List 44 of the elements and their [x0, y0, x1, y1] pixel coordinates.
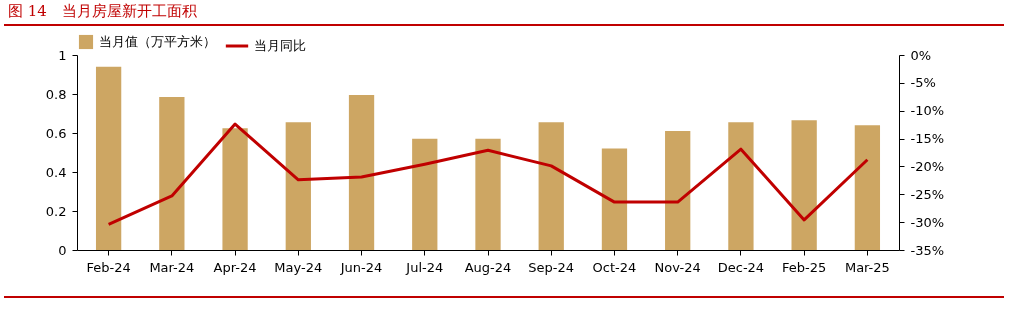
- legend-label: 当月值（万平方米）: [99, 34, 216, 49]
- x-tick-label: Feb-25: [782, 259, 827, 275]
- x-tick-label: May-24: [274, 259, 323, 275]
- y2-tick-label: -10%: [910, 103, 945, 119]
- x-tick-label: Nov-24: [654, 259, 701, 275]
- y2-tick-label: -25%: [910, 186, 945, 202]
- x-tick-label: Aug-24: [464, 259, 512, 275]
- x-tick-label: Dec-24: [717, 259, 765, 275]
- bar: [538, 122, 564, 250]
- y2-tick-label: 0%: [910, 47, 932, 63]
- bar: [285, 122, 311, 250]
- bar: [412, 138, 438, 250]
- y2-tick-label: -5%: [910, 75, 936, 91]
- bar: [601, 148, 628, 250]
- x-tick-label: Feb-24: [86, 259, 131, 275]
- y-tick-label: 0.8: [45, 86, 67, 102]
- y2-tick-label: -20%: [910, 158, 945, 174]
- bar: [159, 96, 185, 250]
- x-tick-label: Jun-24: [339, 259, 383, 275]
- bar: [475, 138, 501, 250]
- bar: [665, 131, 691, 250]
- y-tick-label: 0: [58, 242, 67, 258]
- y-tick-label: 0.4: [45, 164, 67, 180]
- x-tick-label: Mar-25: [844, 259, 890, 275]
- y-tick-label: 1: [58, 47, 67, 63]
- bar: [222, 128, 248, 250]
- x-tick-label: Apr-24: [213, 259, 257, 275]
- bar: [791, 120, 817, 250]
- y-tick-label: 0.6: [45, 125, 67, 141]
- bar: [95, 66, 122, 250]
- bar: [348, 94, 375, 250]
- x-tick-label: Oct-24: [592, 259, 637, 275]
- bar: [728, 122, 754, 250]
- bar: [854, 125, 881, 250]
- x-tick-label: Sep-24: [528, 259, 575, 275]
- line-series: [107, 122, 869, 226]
- x-tick-label: Mar-24: [149, 259, 195, 275]
- y2-tick-label: -30%: [910, 214, 945, 230]
- y2-tick-label: -35%: [910, 242, 945, 258]
- x-tick-label: Jul-24: [405, 259, 444, 275]
- y2-tick-label: -15%: [910, 131, 945, 147]
- legend-label: 当月同比: [254, 38, 306, 53]
- chart-title: 图 14 当月房屋新开工面积: [8, 2, 197, 21]
- y-tick-label: 0.2: [45, 203, 67, 219]
